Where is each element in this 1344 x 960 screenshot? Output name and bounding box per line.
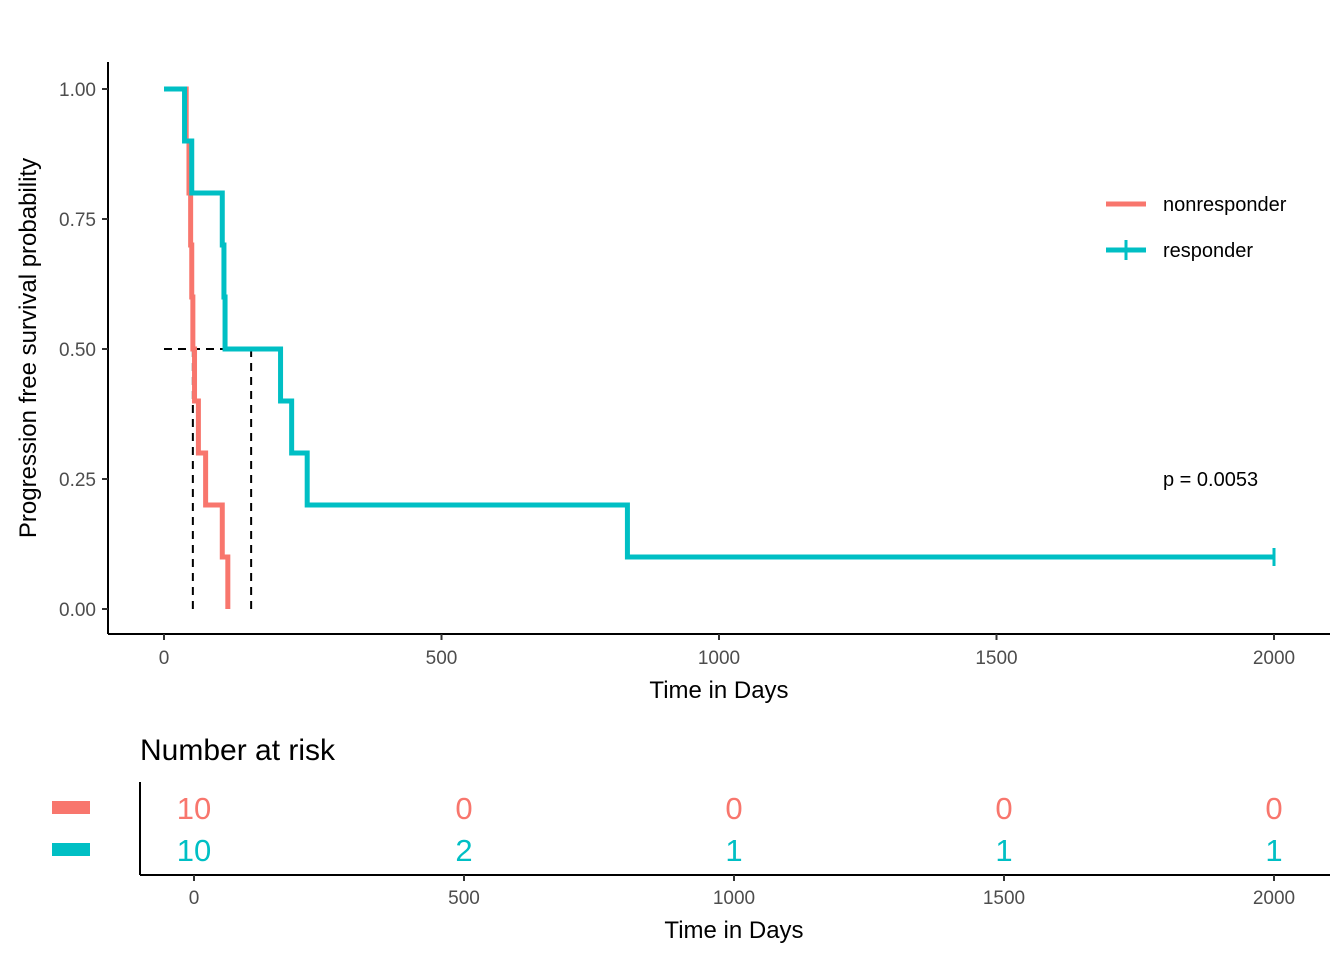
x-tick-label: 1000 — [698, 648, 740, 669]
legend: nonresponder responder — [1106, 194, 1287, 262]
risk-x-tick-label: 1000 — [713, 888, 755, 909]
risk-x-axis-title: Time in Days — [664, 917, 803, 944]
p-value-annotation: p = 0.0053 — [1163, 469, 1258, 491]
risk-value: 0 — [995, 791, 1012, 826]
survival-curve-responder — [164, 86, 1274, 560]
x-tick-label: 2000 — [1253, 648, 1295, 669]
risk-stratum-marker — [52, 801, 90, 814]
risk-value: 10 — [177, 833, 211, 868]
risk-value: 2 — [455, 833, 472, 868]
risk-value: 1 — [1265, 833, 1282, 868]
risk-strata-markers — [52, 801, 90, 856]
survival-curves — [164, 86, 1276, 609]
x-tick-label: 1500 — [975, 648, 1017, 669]
risk-x-tick-label: 500 — [448, 888, 480, 909]
y-tick-label: 0.75 — [59, 210, 96, 231]
x-tick-label: 0 — [159, 648, 170, 669]
legend-label-nonresponder: nonresponder — [1163, 194, 1287, 216]
x-tick-label: 500 — [426, 648, 458, 669]
risk-table-title: Number at risk — [140, 734, 336, 767]
risk-value: 1 — [995, 833, 1012, 868]
risk-x-axis-ticks: 0 500 1000 1500 2000 — [189, 875, 1295, 909]
risk-stratum-marker — [52, 843, 90, 856]
y-tick-label: 1.00 — [59, 80, 96, 101]
risk-value: 0 — [455, 791, 472, 826]
y-axis-ticks: 0.00 0.25 0.50 0.75 1.00 — [59, 80, 108, 621]
y-axis-title: Progression free survival probability — [15, 158, 42, 538]
x-axis-ticks: 0 500 1000 1500 2000 — [159, 634, 1295, 669]
survival-curve-nonresponder — [164, 86, 231, 609]
risk-value: 0 — [725, 791, 742, 826]
risk-value: 1 — [725, 833, 742, 868]
risk-x-tick-label: 2000 — [1253, 888, 1295, 909]
risk-value: 0 — [1265, 791, 1282, 826]
survival-plot: 0.00 0.25 0.50 0.75 1.00 0 500 1000 1500 2000 Pr… — [15, 62, 1330, 704]
legend-label-responder: responder — [1163, 240, 1253, 262]
risk-x-tick-label: 0 — [189, 888, 200, 909]
risk-value: 10 — [177, 791, 211, 826]
y-tick-label: 0.00 — [59, 600, 96, 621]
risk-values: 10 0 0 0 0 10 2 1 1 1 — [177, 791, 1283, 868]
y-tick-label: 0.25 — [59, 470, 96, 491]
y-tick-label: 0.50 — [59, 340, 96, 361]
risk-table: Number at risk 10 0 0 0 010 2 1 1 1 0 500 1000 1500… — [52, 734, 1330, 944]
x-axis-title: Time in Days — [649, 677, 788, 704]
risk-x-tick-label: 1500 — [983, 888, 1025, 909]
